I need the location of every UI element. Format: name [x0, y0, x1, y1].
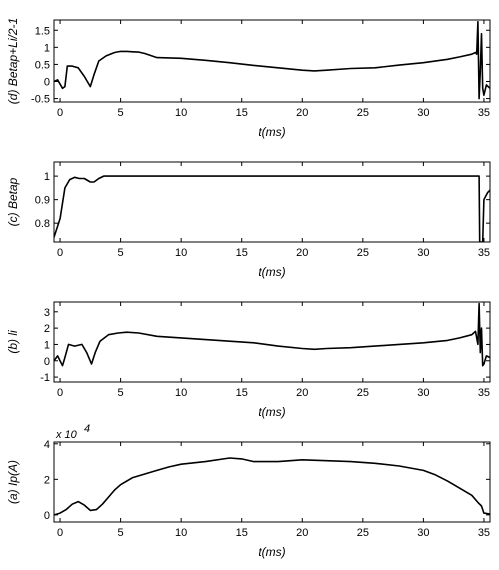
y-axis-label: (c) Betap	[6, 177, 20, 226]
x-tick-label: 20	[296, 387, 308, 399]
series-line	[54, 457, 490, 516]
x-tick-label: 5	[118, 527, 124, 539]
x-tick-label: 30	[417, 107, 429, 119]
y-tick-label: 0.8	[35, 218, 50, 230]
x-tick-label: 0	[57, 107, 63, 119]
y-tick-label: 1	[44, 42, 50, 54]
chart-panel: 0 5 10 15 20 25 30 35 0 2 4 t(ms) (a) Ip(A) x 10 4	[6, 423, 491, 559]
x-tick-label: 0	[57, 247, 63, 259]
x-tick-label: 20	[296, 247, 308, 259]
x-tick-label: 35	[478, 107, 490, 119]
x-tick-label: 15	[236, 247, 248, 259]
y-tick-label: 4	[44, 439, 50, 451]
x-tick-label: 20	[296, 527, 308, 539]
x-tick-label: 35	[478, 527, 490, 539]
y-axis-label: (d) Betap+Li/2-1	[6, 18, 20, 104]
x-axis-label: t(ms)	[258, 125, 285, 139]
x-axis-label: t(ms)	[258, 265, 285, 279]
x-tick-label: 10	[175, 527, 187, 539]
y-tick-label: -0.5	[31, 94, 50, 106]
x-tick-label: 25	[357, 247, 369, 259]
x-tick-label: 35	[478, 387, 490, 399]
y-tick-label: 0	[44, 356, 50, 368]
y-axis-label: (a) Ip(A)	[6, 460, 20, 504]
series-line	[54, 175, 490, 242]
y-tick-label: 0	[44, 510, 50, 522]
x-tick-label: 30	[417, 247, 429, 259]
y-tick-label: 3	[44, 307, 50, 319]
x-tick-label: 20	[296, 107, 308, 119]
plot-frame	[53, 441, 491, 523]
x-tick-label: 5	[118, 107, 124, 119]
chart-panel: 0 5 10 15 20 25 30 35 -0.5 0 0.5 1 1.5 t(ms) (d) Betap…	[6, 18, 491, 139]
y-tick-label: 2	[44, 323, 50, 335]
x-tick-label: 10	[175, 107, 187, 119]
y-exponent-label: x 10	[55, 429, 78, 441]
x-axis-label: t(ms)	[258, 405, 285, 419]
x-tick-label: 15	[236, 107, 248, 119]
y-tick-label: 0	[44, 77, 50, 89]
series-line	[54, 302, 490, 367]
x-tick-label: 15	[236, 387, 248, 399]
y-tick-label: 1.5	[35, 25, 50, 37]
y-exponent-power: 4	[84, 423, 90, 435]
plot-frame	[53, 161, 491, 243]
y-tick-label: 1	[44, 171, 50, 183]
x-tick-label: 10	[175, 247, 187, 259]
series-line	[54, 20, 490, 100]
y-tick-label: 0.5	[35, 59, 50, 71]
y-axis-label: (b) li	[6, 330, 20, 354]
chart-panel: 0 5 10 15 20 25 30 35 0.8 0.9 1 t(ms) (c) Betap	[6, 161, 491, 279]
plot-frame	[53, 19, 491, 103]
x-tick-label: 30	[417, 527, 429, 539]
x-tick-label: 25	[357, 527, 369, 539]
y-tick-label: 1	[44, 339, 50, 351]
x-tick-label: 5	[118, 387, 124, 399]
x-axis-label: t(ms)	[258, 545, 285, 559]
x-tick-label: 35	[478, 247, 490, 259]
x-tick-label: 0	[57, 527, 63, 539]
x-tick-label: 30	[417, 387, 429, 399]
x-tick-label: 0	[57, 387, 63, 399]
y-tick-label: 2	[44, 474, 50, 486]
x-tick-label: 10	[175, 387, 187, 399]
chart-panel: 0 5 10 15 20 25 30 35 -1 0 1 2 3 t(ms) (b) li	[6, 301, 491, 419]
x-tick-label: 25	[357, 387, 369, 399]
plot-frame	[53, 301, 491, 383]
x-tick-label: 15	[236, 527, 248, 539]
x-tick-label: 25	[357, 107, 369, 119]
x-tick-label: 5	[118, 247, 124, 259]
y-tick-label: -1	[40, 372, 50, 384]
y-tick-label: 0.9	[35, 195, 50, 207]
